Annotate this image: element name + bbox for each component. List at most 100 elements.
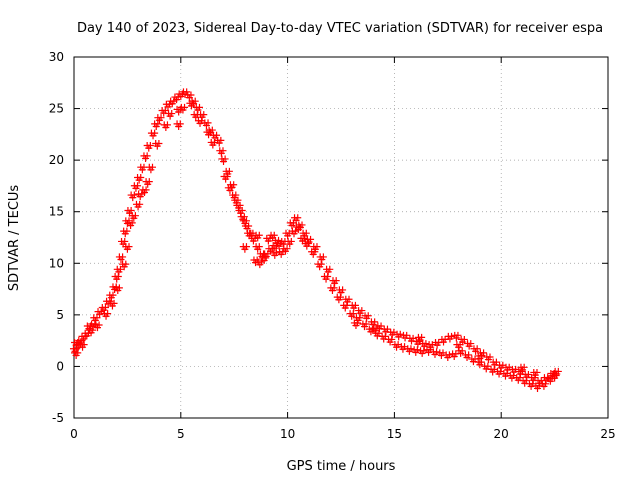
data-point — [345, 295, 353, 303]
data-point — [102, 303, 110, 311]
data-point — [145, 178, 153, 186]
y-tick-label: 20 — [49, 153, 64, 167]
data-point — [307, 235, 315, 243]
data-point — [148, 163, 156, 171]
data-point — [304, 240, 312, 248]
data-point — [110, 299, 118, 307]
data-point — [255, 243, 263, 251]
data-point — [465, 351, 473, 359]
data-series-espa — [69, 88, 562, 392]
data-point — [189, 99, 197, 107]
data-point — [330, 284, 338, 292]
data-point — [161, 106, 169, 114]
y-axis-title: SDTVAR / TECUs — [7, 185, 22, 292]
data-point — [157, 114, 165, 122]
data-point — [313, 243, 321, 251]
data-point — [339, 286, 347, 294]
data-point — [300, 234, 308, 242]
data-point — [396, 330, 404, 338]
data-point — [319, 253, 327, 261]
data-point — [454, 331, 462, 339]
data-point — [544, 374, 552, 382]
data-point — [351, 301, 359, 309]
data-point — [270, 231, 278, 239]
y-tick-label: 0 — [56, 359, 64, 373]
data-point — [87, 322, 95, 330]
data-point — [418, 333, 426, 341]
data-point — [332, 277, 340, 285]
data-point — [219, 147, 227, 155]
data-point — [142, 186, 150, 194]
data-point — [302, 229, 310, 237]
data-point — [104, 310, 112, 318]
data-point — [234, 196, 242, 204]
data-point — [115, 284, 123, 292]
data-point — [343, 301, 351, 309]
data-point — [477, 352, 485, 360]
data-point — [95, 321, 103, 329]
data-point — [287, 237, 295, 245]
data-point — [131, 212, 139, 220]
data-point — [294, 214, 302, 222]
data-point — [524, 371, 532, 379]
data-point — [272, 249, 280, 257]
data-point — [183, 88, 191, 96]
data-point — [232, 191, 240, 199]
y-tick-label: 5 — [56, 308, 64, 322]
data-point — [242, 217, 250, 225]
data-point — [213, 131, 221, 139]
data-point — [80, 341, 88, 349]
y-tick-label: 10 — [49, 256, 64, 270]
data-point — [375, 329, 383, 337]
data-point — [127, 207, 135, 215]
data-point — [195, 103, 203, 111]
data-point — [223, 172, 231, 180]
data-point — [116, 265, 124, 273]
data-point — [516, 374, 524, 382]
data-point — [354, 319, 362, 327]
data-point — [217, 136, 225, 144]
data-point — [151, 129, 159, 137]
data-point — [198, 117, 206, 125]
data-point — [130, 191, 138, 199]
data-point — [193, 111, 201, 119]
data-point — [236, 201, 244, 209]
data-point — [324, 273, 332, 281]
data-point — [168, 110, 176, 118]
data-point — [542, 380, 550, 388]
axis-ticks: 0 5 10 15 20 25 -5 0 5 10 15 20 25 30 — [49, 50, 616, 441]
data-point — [146, 142, 154, 150]
data-point — [122, 260, 130, 268]
data-point — [403, 331, 411, 339]
data-point — [221, 155, 229, 163]
data-point — [93, 314, 101, 322]
data-point — [371, 318, 379, 326]
y-tick-label: 25 — [49, 102, 64, 116]
data-point — [255, 231, 263, 239]
data-point — [467, 340, 475, 348]
data-point — [128, 219, 136, 227]
chart-title: Day 140 of 2023, Sidereal Day-to-day VTE… — [77, 21, 603, 36]
data-point — [533, 368, 541, 376]
data-point — [155, 139, 163, 147]
data-point — [225, 167, 233, 175]
y-tick-label: 15 — [49, 205, 64, 219]
x-axis-title: GPS time / hours — [287, 459, 396, 474]
data-point — [356, 314, 364, 322]
data-point — [373, 324, 381, 332]
data-point — [242, 243, 250, 251]
x-tick-label: 20 — [494, 427, 509, 441]
data-point — [311, 248, 319, 256]
data-point — [409, 334, 417, 342]
data-point — [137, 174, 145, 182]
data-point — [388, 335, 396, 343]
data-point — [326, 265, 334, 273]
y-tick-label: -5 — [52, 411, 64, 425]
data-point — [407, 345, 415, 353]
data-point — [181, 103, 189, 111]
data-point — [377, 322, 385, 330]
data-point — [125, 243, 133, 251]
data-point — [238, 207, 246, 215]
data-point — [554, 367, 562, 375]
data-point — [134, 182, 142, 190]
